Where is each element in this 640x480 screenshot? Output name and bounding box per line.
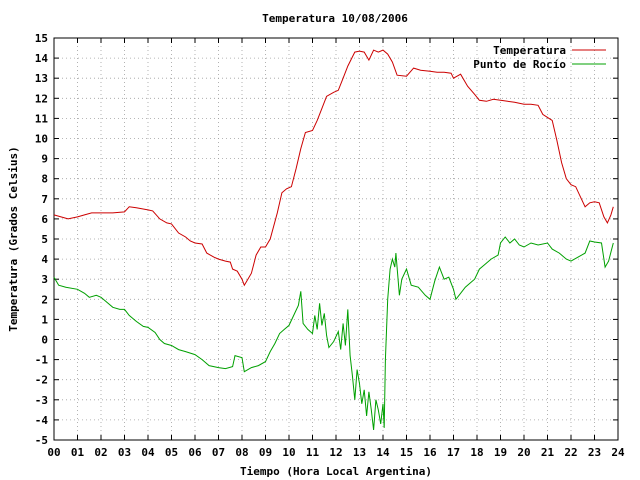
- x-tick-label: 15: [400, 446, 413, 459]
- series-group: [53, 49, 614, 430]
- series-line-0: [53, 49, 614, 287]
- y-tick-label: 12: [35, 92, 48, 105]
- y-tick-label: 8: [41, 173, 48, 186]
- x-tick-label: 05: [165, 446, 178, 459]
- y-axis-label: Temperatura (Grados Celsius): [7, 146, 20, 331]
- legend-label-1: Punto de Rocío: [473, 58, 566, 71]
- x-tick-label: 19: [494, 446, 507, 459]
- y-tick-label: 9: [41, 153, 48, 166]
- series-line-1: [53, 236, 614, 430]
- x-tick-label: 02: [94, 446, 107, 459]
- x-tick-label: 09: [259, 446, 272, 459]
- y-tick-label: 0: [41, 334, 48, 347]
- y-tick-label: 3: [41, 273, 48, 286]
- y-tick-label: 11: [35, 112, 49, 125]
- y-tick-label: 15: [35, 32, 48, 45]
- x-tick-label: 10: [282, 446, 295, 459]
- y-tick-label: -2: [35, 374, 48, 387]
- chart-title: Temperatura 10/08/2006: [262, 12, 408, 25]
- y-tick-label: 1: [41, 313, 48, 326]
- x-tick-label: 08: [235, 446, 248, 459]
- y-tick-label: 4: [41, 253, 48, 266]
- y-tick-label: -5: [35, 434, 48, 447]
- y-tick-label: -3: [35, 394, 48, 407]
- x-tick-label: 04: [141, 446, 155, 459]
- y-tick-label: 10: [35, 133, 48, 146]
- legend-label-0: Temperatura: [493, 44, 566, 57]
- x-tick-label: 24: [611, 446, 625, 459]
- y-tick-label: 13: [35, 72, 48, 85]
- y-tick-label: -4: [35, 414, 49, 427]
- y-tick-label: 6: [41, 213, 48, 226]
- x-tick-label: 00: [47, 446, 60, 459]
- x-tick-label: 17: [447, 446, 460, 459]
- x-tick-label: 21: [541, 446, 555, 459]
- y-tick-label: 5: [41, 233, 48, 246]
- axis-ticks: 00 01 02 03 04 05 06 07 08 09 10 11 12 13 14 15 16 17 18 19…: [35, 32, 625, 459]
- x-tick-label: 11: [306, 446, 320, 459]
- x-tick-label: 07: [212, 446, 225, 459]
- x-tick-label: 01: [71, 446, 85, 459]
- x-tick-label: 20: [517, 446, 530, 459]
- y-tick-label: 14: [35, 52, 49, 65]
- x-tick-label: 06: [188, 446, 202, 459]
- x-tick-label: 23: [588, 446, 601, 459]
- y-tick-label: 7: [41, 193, 48, 206]
- x-tick-label: 16: [423, 446, 437, 459]
- x-tick-label: 13: [353, 446, 366, 459]
- y-tick-label: -1: [35, 354, 49, 367]
- x-tick-label: 22: [564, 446, 577, 459]
- grid: [54, 38, 618, 440]
- x-axis-label: Tiempo (Hora Local Argentina): [240, 465, 432, 478]
- x-tick-label: 18: [470, 446, 483, 459]
- x-tick-label: 03: [118, 446, 131, 459]
- y-tick-label: 2: [41, 293, 48, 306]
- x-tick-label: 12: [329, 446, 342, 459]
- x-tick-label: 14: [376, 446, 390, 459]
